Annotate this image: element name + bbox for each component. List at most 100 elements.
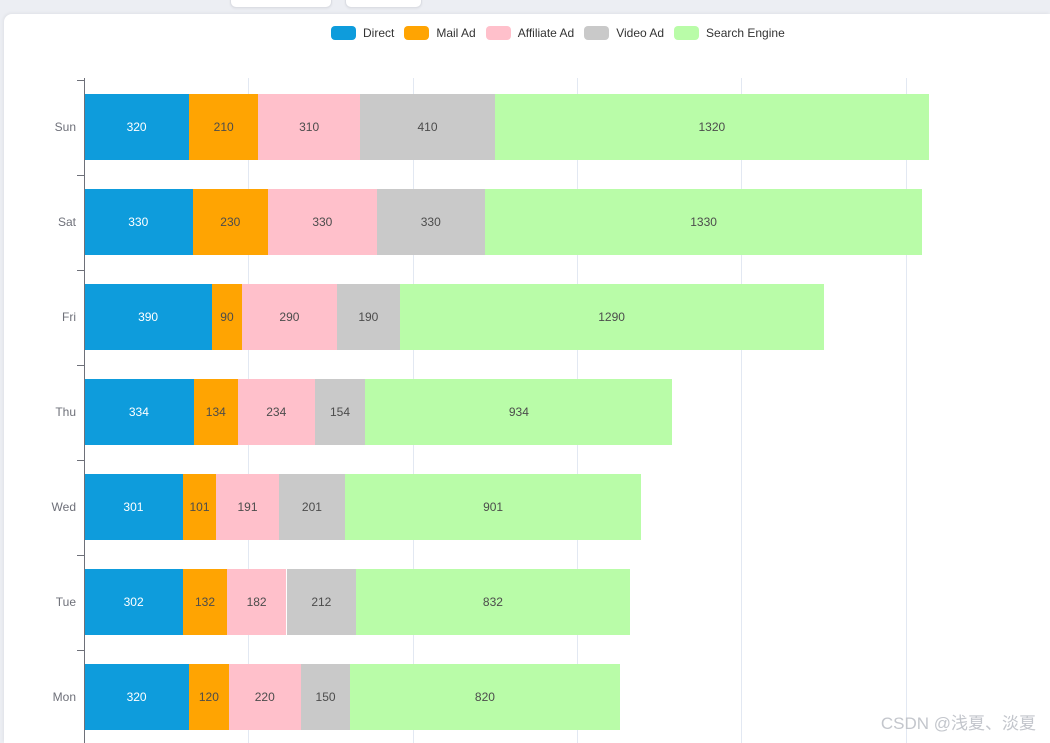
- bar-value-label: 190: [358, 309, 379, 324]
- bar-segment-search-engine-thu[interactable]: 934: [365, 378, 673, 445]
- bar-segment-affiliate-ad-sat[interactable]: 330: [268, 188, 377, 255]
- bar-value-label: 101: [189, 499, 210, 514]
- bar-value-label: 290: [279, 309, 300, 324]
- bar-segment-direct-fri[interactable]: 390: [84, 283, 213, 350]
- y-axis-tick: [77, 79, 84, 81]
- bar-segment-video-ad-sun[interactable]: 410: [360, 93, 495, 160]
- bar-value-label: 150: [315, 689, 336, 704]
- bar-value-label: 220: [254, 689, 275, 704]
- y-axis-label-wed: Wed: [51, 500, 76, 514]
- bar-segment-search-engine-tue[interactable]: 832: [356, 568, 630, 635]
- legend-swatch-icon: [674, 26, 700, 40]
- bar-segment-search-engine-fri[interactable]: 1290: [399, 283, 824, 350]
- bar-value-label: 832: [482, 594, 503, 609]
- bar-value-label: 330: [312, 214, 333, 229]
- bar-value-label: 132: [194, 594, 215, 609]
- bar-segment-video-ad-mon[interactable]: 150: [300, 663, 351, 730]
- bar-value-label: 320: [126, 689, 147, 704]
- watermark: CSDN @浅夏、淡夏: [880, 714, 1036, 733]
- bar-segment-affiliate-ad-thu[interactable]: 234: [237, 378, 315, 445]
- y-axis-label-mon: Mon: [52, 690, 76, 704]
- bar-segment-search-engine-sat[interactable]: 1330: [485, 188, 923, 255]
- legend-label: Affiliate Ad: [517, 26, 575, 40]
- bar-value-label: 820: [474, 689, 495, 704]
- bar-value-label: 934: [508, 404, 529, 419]
- bar-value-label: 330: [128, 214, 149, 229]
- bar-value-label: 302: [123, 594, 144, 609]
- legend-label: Direct: [363, 26, 395, 40]
- y-axis-tick: [77, 174, 84, 176]
- bar-segment-affiliate-ad-mon[interactable]: 220: [228, 663, 301, 730]
- bar-value-label: 334: [128, 404, 149, 419]
- bar-segment-video-ad-fri[interactable]: 190: [337, 283, 400, 350]
- bar-segment-affiliate-ad-sun[interactable]: 310: [258, 93, 361, 160]
- x-gridline: [905, 78, 907, 743]
- bar-segment-affiliate-ad-fri[interactable]: 290: [241, 283, 338, 350]
- legend-label: Search Engine: [706, 26, 785, 40]
- bar-segment-video-ad-sat[interactable]: 330: [376, 188, 485, 255]
- chart-legend: Direct Mail Ad Affiliate Ad Video Ad Search …: [331, 26, 785, 40]
- bar-segment-video-ad-thu[interactable]: 154: [314, 378, 366, 445]
- bar-segment-video-ad-wed[interactable]: 201: [278, 473, 345, 540]
- legend-item-direct[interactable]: Direct: [331, 26, 394, 40]
- bar-segment-search-engine-wed[interactable]: 901: [345, 473, 642, 540]
- bar-value-label: 182: [246, 594, 267, 609]
- y-axis-tick: [77, 364, 84, 366]
- legend-item-mail-ad[interactable]: Mail Ad: [404, 26, 476, 40]
- bar-segment-mail-ad-tue[interactable]: 132: [183, 568, 227, 635]
- bar-segment-affiliate-ad-wed[interactable]: 191: [216, 473, 279, 540]
- legend-item-video-ad[interactable]: Video Ad: [584, 26, 664, 40]
- bar-value-label: 230: [220, 214, 241, 229]
- bar-segment-direct-tue[interactable]: 302: [84, 568, 184, 635]
- bar-value-label: 1330: [690, 214, 717, 229]
- bar-value-label: 212: [311, 594, 332, 609]
- bar-segment-search-engine-mon[interactable]: 820: [350, 663, 620, 730]
- bar-segment-video-ad-tue[interactable]: 212: [286, 568, 357, 635]
- bar-value-label: 120: [198, 689, 219, 704]
- y-axis-tick: [77, 459, 84, 461]
- bar-segment-direct-sun[interactable]: 320: [84, 93, 190, 160]
- bar-segment-mail-ad-thu[interactable]: 134: [193, 378, 238, 445]
- y-axis-tick: [77, 554, 84, 556]
- legend-item-affiliate-ad[interactable]: Affiliate Ad: [485, 26, 575, 40]
- bar-segment-mail-ad-sat[interactable]: 230: [192, 188, 269, 255]
- bar-value-label: 901: [483, 499, 504, 514]
- partial-tab[interactable]: [345, 0, 422, 8]
- legend-swatch-icon: [331, 26, 356, 40]
- y-axis-line: [84, 78, 85, 743]
- y-axis-label-sat: Sat: [57, 215, 76, 229]
- legend-swatch-icon: [584, 26, 610, 40]
- bar-value-label: 210: [213, 119, 234, 134]
- legend-label: Video Ad: [616, 26, 665, 40]
- legend-item-search-engine[interactable]: Search Engine: [674, 26, 785, 40]
- x-gridline: [741, 78, 743, 743]
- legend-label: Mail Ad: [436, 26, 476, 40]
- bar-value-label: 134: [205, 404, 226, 419]
- y-axis-label-sun: Sun: [54, 120, 76, 134]
- bar-value-label: 154: [329, 404, 350, 419]
- y-axis-label-fri: Fri: [62, 310, 76, 324]
- bar-segment-direct-wed[interactable]: 301: [84, 473, 183, 540]
- bar-value-label: 310: [299, 119, 320, 134]
- partial-tab[interactable]: [230, 0, 332, 8]
- bar-value-label: 191: [237, 499, 258, 514]
- bar-value-label: 330: [420, 214, 441, 229]
- bar-value-label: 410: [417, 119, 438, 134]
- bar-segment-search-engine-sun[interactable]: 1320: [494, 93, 929, 160]
- bar-segment-mail-ad-fri[interactable]: 90: [212, 283, 242, 350]
- bar-value-label: 1290: [598, 309, 625, 324]
- bar-value-label: 201: [301, 499, 322, 514]
- bar-segment-direct-mon[interactable]: 320: [84, 663, 190, 730]
- bar-segment-mail-ad-sun[interactable]: 210: [189, 93, 259, 160]
- bar-segment-affiliate-ad-tue[interactable]: 182: [226, 568, 287, 635]
- bar-value-label: 1320: [698, 119, 726, 134]
- legend-swatch-icon: [485, 26, 511, 40]
- bar-value-label: 390: [138, 309, 159, 324]
- bar-segment-mail-ad-wed[interactable]: 101: [182, 473, 217, 540]
- bar-segment-direct-sat[interactable]: 330: [84, 188, 193, 255]
- bar-value-label: 234: [266, 404, 287, 419]
- y-axis-label-tue: Tue: [55, 595, 76, 609]
- bar-segment-direct-thu[interactable]: 334: [84, 378, 194, 445]
- bar-segment-mail-ad-mon[interactable]: 120: [189, 663, 229, 730]
